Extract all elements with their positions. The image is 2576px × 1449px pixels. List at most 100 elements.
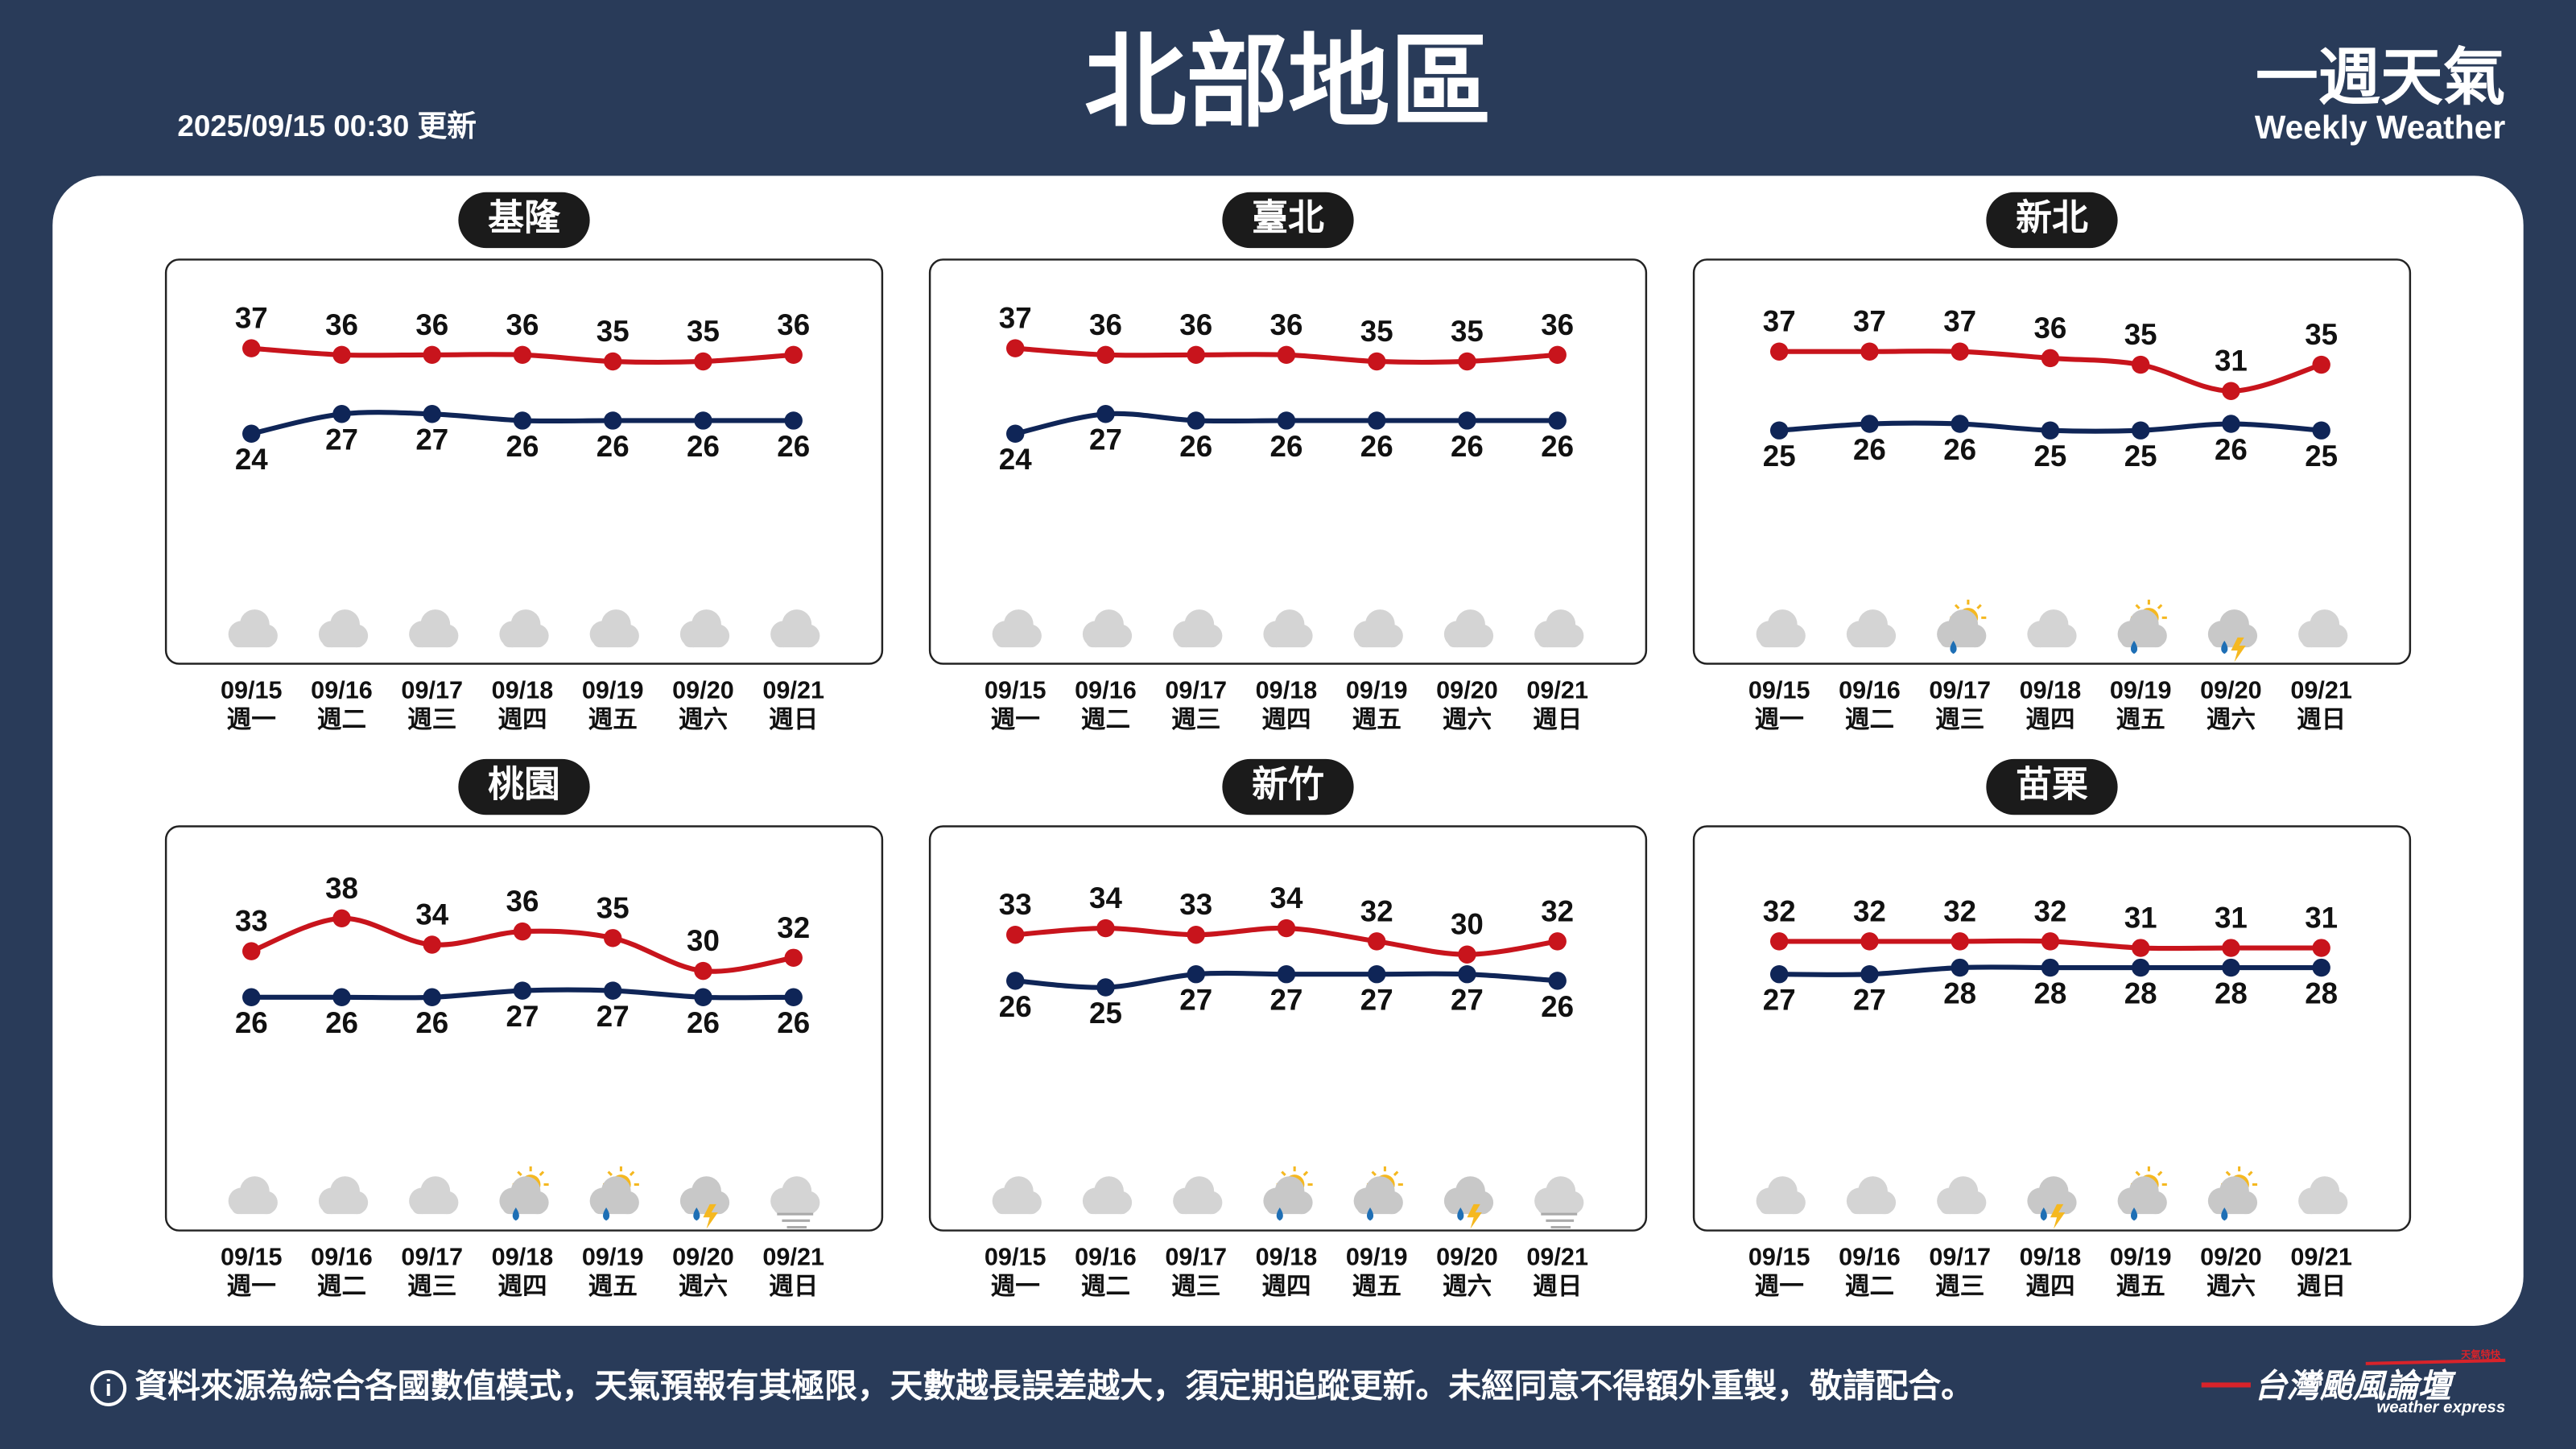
weekday-label: 週五 [588, 706, 638, 733]
temp-point [2312, 355, 2330, 374]
temp-label: 35 [1360, 315, 1393, 348]
cloud-part [1085, 1199, 1129, 1215]
temp-point [1458, 352, 1476, 371]
temp-label: 24 [999, 443, 1032, 476]
weekday-label: 週二 [1845, 706, 1894, 733]
temp-point [242, 339, 261, 357]
rain-drop [1276, 1208, 1283, 1221]
temp-point [604, 981, 622, 1000]
title-pill [458, 192, 590, 249]
temp-label: 32 [1763, 894, 1796, 927]
temp-label: 31 [2124, 902, 2157, 935]
temp-point [1006, 926, 1025, 944]
temp-point [242, 988, 261, 1006]
rain-drop [512, 1208, 519, 1221]
temp-point [1367, 964, 1386, 984]
cloud-part [2211, 632, 2254, 648]
weekday-label: 週五 [2116, 706, 2165, 733]
temp-label: 33 [1179, 888, 1212, 921]
temp-point [784, 345, 803, 365]
chart-title: 基隆 [488, 196, 561, 237]
temp-label: 36 [2034, 312, 2067, 345]
cloud-part [1849, 632, 1893, 648]
sun-ray [2135, 1170, 2140, 1176]
title-pill [1986, 192, 2118, 249]
temp-label: 27 [1763, 984, 1796, 1017]
cloud-part [592, 1199, 636, 1215]
weekday-label: 週三 [1171, 706, 1220, 733]
brand-en: Weekly Weather [2255, 109, 2506, 146]
date-label: 09/20 [1436, 676, 1498, 704]
weekday-label: 週六 [1443, 1273, 1492, 1300]
temp-label: 32 [1541, 894, 1574, 927]
temp-point [1187, 345, 1205, 365]
temp-point [604, 352, 622, 371]
date-label: 09/21 [762, 1243, 824, 1270]
sun-ray [2225, 1170, 2231, 1176]
title-pill [458, 758, 590, 815]
temp-label: 25 [1763, 440, 1796, 473]
date-label: 09/17 [1165, 1243, 1227, 1270]
date-label: 09/19 [582, 676, 644, 704]
temp-point [1006, 972, 1025, 990]
temp-label: 38 [325, 872, 358, 905]
page-title: 北部地區 [1084, 25, 1492, 139]
date-label: 09/20 [2200, 1243, 2262, 1270]
temp-label: 37 [1853, 305, 1886, 338]
temp-label: 32 [2034, 894, 2067, 927]
temp-label: 31 [2215, 902, 2248, 935]
temp-label: 32 [777, 911, 810, 944]
temp-point [332, 405, 351, 423]
footer-note: 資料來源為綜合各國數值模式，天氣預報有其極限，天數越長誤差越大，須定期追蹤更新。… [134, 1367, 1974, 1404]
cloud-part [2030, 632, 2074, 648]
date-label: 09/15 [1748, 1243, 1810, 1270]
weekday-label: 週日 [769, 706, 818, 733]
temp-point [423, 935, 441, 954]
temp-point [784, 411, 803, 430]
weekday-label: 週日 [2297, 706, 2346, 733]
weekday-label: 週三 [1171, 1273, 1220, 1300]
temp-point [1548, 932, 1567, 951]
cloud-part [1447, 1199, 1491, 1215]
chart-title: 桃園 [488, 763, 560, 804]
temp-point [1277, 919, 1296, 938]
sun-ray [2157, 1170, 2163, 1176]
temp-label: 27 [506, 1000, 539, 1033]
temp-label: 33 [235, 905, 268, 938]
cloud-part [1176, 1199, 1220, 1215]
title-pill [1986, 758, 2118, 815]
date-label: 09/15 [985, 676, 1046, 704]
temp-point [2222, 382, 2240, 400]
temp-point [694, 411, 712, 430]
lightning [2050, 1203, 2066, 1229]
temp-label: 27 [1179, 984, 1212, 1017]
temp-point [2222, 939, 2240, 957]
cloud-part [683, 1199, 727, 1215]
temp-label: 31 [2215, 345, 2248, 378]
weekday-label: 週四 [497, 706, 547, 733]
temp-label: 37 [1763, 305, 1796, 338]
temp-label: 28 [1943, 976, 1976, 1009]
logo: 台灣颱風論壇 [2254, 1367, 2457, 1404]
temp-point [513, 345, 532, 365]
temp-point [2312, 421, 2330, 440]
cloud-part [592, 632, 636, 648]
sun-ray [1954, 604, 1960, 609]
rain-drop [2221, 640, 2228, 654]
temp-point [2131, 939, 2150, 957]
rain-drop [1457, 1208, 1464, 1221]
weekday-label: 週四 [2025, 1273, 2074, 1300]
weekday-label: 週四 [497, 1273, 547, 1300]
cloud-part [995, 632, 1038, 648]
temp-label: 28 [2215, 976, 2248, 1009]
chart-title: 新竹 [1252, 763, 1324, 804]
sun-ray [607, 1170, 613, 1176]
date-label: 09/18 [492, 1243, 554, 1270]
temp-point [1187, 964, 1205, 984]
temp-point [1769, 342, 1789, 361]
cloud-part [2120, 632, 2164, 648]
temp-label: 26 [415, 1006, 448, 1039]
temp-point [1951, 415, 1969, 433]
date-label: 09/20 [1436, 1243, 1498, 1270]
cloud-part [1940, 1199, 1984, 1215]
